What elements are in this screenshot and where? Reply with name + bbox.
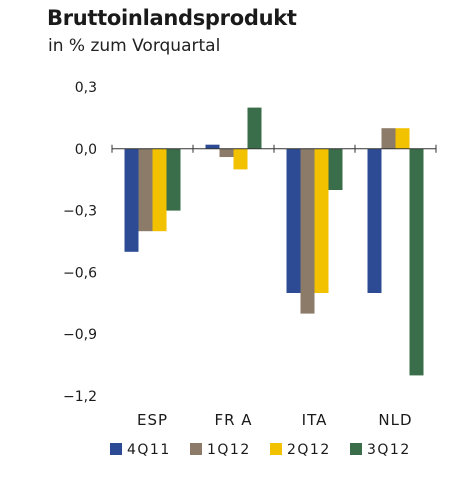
legend-label-1Q12: 1Q12 — [207, 442, 251, 458]
x-category-label: FR A — [214, 411, 252, 429]
chart-subtitle: in % zum Vorquartal — [48, 36, 221, 56]
y-tick-label: 0,0 — [75, 142, 97, 158]
legend-label-2Q12: 2Q12 — [287, 442, 331, 458]
bar-4Q11-ita — [286, 148, 301, 293]
bar-1Q12-fra — [219, 148, 234, 158]
y-tick-label: −0,3 — [63, 204, 97, 220]
bar-4Q11-fra — [205, 144, 220, 149]
legend-label-4Q11: 4Q11 — [127, 442, 171, 458]
bar-3Q12-nld — [409, 148, 424, 376]
bar-2Q12-fra — [233, 148, 248, 170]
y-tick-label: −0,6 — [63, 265, 97, 281]
bar-3Q12-esp — [166, 148, 181, 211]
y-tick-label: −1,2 — [63, 389, 97, 405]
chart-title: Bruttoinlandsprodukt — [47, 6, 297, 30]
bar-1Q12-ita — [300, 148, 315, 314]
legend-swatch-3Q12 — [350, 443, 362, 455]
bar-4Q11-esp — [124, 148, 139, 252]
bar-1Q12-esp — [138, 148, 153, 232]
bar-4Q11-nld — [367, 148, 382, 293]
bar-2Q12-esp — [152, 148, 167, 232]
y-tick-label: −0,9 — [63, 327, 97, 343]
x-category-label: NLD — [378, 411, 412, 429]
bar-2Q12-ita — [314, 148, 329, 293]
legend-swatch-2Q12 — [270, 443, 282, 455]
legend-swatch-4Q11 — [110, 443, 122, 455]
legend-label-3Q12: 3Q12 — [367, 442, 411, 458]
x-category-label: ITA — [302, 411, 328, 429]
bar-3Q12-fra — [247, 107, 262, 149]
bar-3Q12-ita — [328, 148, 343, 190]
y-tick-label: 0,3 — [75, 80, 97, 96]
bar-2Q12-nld — [395, 128, 410, 149]
x-category-label: ESP — [137, 411, 168, 429]
legend-swatch-1Q12 — [190, 443, 202, 455]
bar-1Q12-nld — [381, 128, 396, 149]
